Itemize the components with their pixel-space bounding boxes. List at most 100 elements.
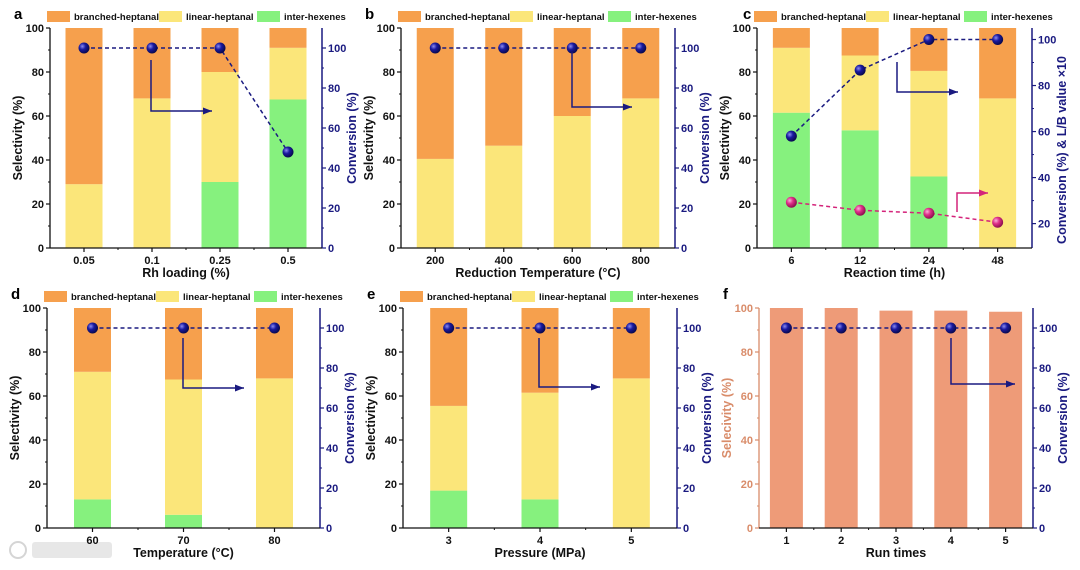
point-Conversion-0.5 bbox=[282, 146, 294, 158]
y2-tick-label: 20 bbox=[683, 483, 695, 495]
x-tick-label: 48 bbox=[992, 255, 1004, 267]
point-Conversion-1 bbox=[780, 322, 792, 334]
legend-swatch bbox=[510, 11, 533, 22]
y-tick-label: 40 bbox=[741, 435, 753, 447]
legend-label: branched-heptanal bbox=[427, 292, 512, 303]
panel-a: 0 20 40 60 80 100 0 20 40 60 80 100 0.05 0.1 0.25 0.5 Rh… bbox=[11, 6, 359, 280]
legend-item-inter-hexenes: inter-hexenes bbox=[254, 291, 343, 303]
arrowhead-icon bbox=[203, 107, 212, 115]
y2-tick-label: 100 bbox=[326, 323, 344, 335]
x-tick-label: 3 bbox=[893, 535, 899, 547]
y2-tick-label: 0 bbox=[1039, 523, 1045, 535]
bar-linear-heptanal-24 bbox=[910, 70, 948, 177]
y2-tick-label: 20 bbox=[1038, 219, 1050, 231]
x-axis-label: Rh loading (%) bbox=[142, 266, 230, 280]
bar-linear-heptanal-800 bbox=[622, 98, 660, 249]
y-axis-label: Selectivity (%) bbox=[364, 376, 378, 461]
bar-linear-heptanal-70 bbox=[165, 379, 202, 515]
y-tick-label: 80 bbox=[739, 67, 751, 79]
y-tick-label: 40 bbox=[385, 435, 397, 447]
axis-pointer-arrow-icon bbox=[182, 338, 244, 389]
legend-item-branched-heptanal: branched-heptanal bbox=[400, 291, 512, 303]
y-tick-label: 80 bbox=[383, 67, 395, 79]
bar-branched-heptanal-800 bbox=[622, 28, 660, 99]
y-tick-label: 60 bbox=[32, 111, 44, 123]
x-tick-label: 12 bbox=[854, 255, 866, 267]
arrowhead-icon bbox=[591, 383, 600, 391]
y2-tick-label: 0 bbox=[328, 243, 334, 255]
legend-swatch bbox=[608, 11, 631, 22]
y2-axis-label: Conversion (%) bbox=[700, 372, 714, 464]
legend-item-linear-heptanal: linear-heptanal bbox=[510, 11, 605, 23]
point-Conversion-4 bbox=[534, 322, 546, 334]
legend-label: linear-heptanal bbox=[183, 292, 251, 303]
bar-branched-heptanal-12 bbox=[841, 28, 879, 56]
bar-inter-hexenes-0.5 bbox=[269, 99, 307, 248]
y2-tick-label: 20 bbox=[328, 203, 340, 215]
point-L/B value ×10-12 bbox=[854, 204, 866, 216]
panel-c: 0 20 40 60 80 100 20 40 60 80 100 6 12 24 48 Reaction t… bbox=[718, 6, 1069, 280]
bar-linear-heptanal-5 bbox=[612, 378, 650, 528]
arrowhead-icon bbox=[235, 384, 244, 392]
arrowhead-icon bbox=[949, 88, 958, 96]
point-L/B value ×10-48 bbox=[992, 216, 1004, 228]
y2-tick-label: 40 bbox=[1038, 173, 1050, 185]
y2-tick-label: 20 bbox=[681, 203, 693, 215]
y2-tick-label: 60 bbox=[326, 403, 338, 415]
bar-branched-heptanal-4 bbox=[521, 308, 559, 393]
y-tick-label: 100 bbox=[26, 23, 44, 35]
point-Conversion-200 bbox=[429, 42, 441, 54]
panel-b: 0 20 40 60 80 100 0 20 40 60 80 100 200 400 600 800 Redu… bbox=[362, 6, 712, 280]
legend-item-branched-heptanal: branched-heptanal bbox=[47, 11, 159, 23]
bar-branched-heptanal-80 bbox=[256, 308, 293, 379]
y2-axis-label: Conversion (%) bbox=[343, 372, 357, 464]
y-tick-label: 80 bbox=[29, 347, 41, 359]
axes: 0 20 40 60 80 100 20 40 60 80 100 6 12 24 48 bbox=[733, 23, 1057, 267]
point-Conversion-6 bbox=[785, 130, 797, 142]
arrowhead-icon bbox=[979, 189, 988, 197]
y2-axis-label: Conversion (%) bbox=[698, 92, 712, 184]
legend-label: branched-heptanal bbox=[425, 12, 510, 23]
y2-tick-label: 40 bbox=[1039, 443, 1051, 455]
x-tick-label: 5 bbox=[1003, 535, 1009, 547]
y-tick-label: 80 bbox=[385, 347, 397, 359]
bar-linear-heptanal-400 bbox=[485, 145, 523, 248]
y2-tick-label: 0 bbox=[683, 523, 689, 535]
bar-branched-heptanal-0.1 bbox=[133, 28, 171, 99]
y2-tick-label: 80 bbox=[328, 83, 340, 95]
point-Conversion-4 bbox=[945, 322, 957, 334]
y2-tick-label: 60 bbox=[1039, 403, 1051, 415]
axes: 0 20 40 60 80 100 0 20 40 60 80 100 1 2 3 4 5 bbox=[735, 303, 1058, 547]
x-axis-label: Reaction time (h) bbox=[844, 266, 945, 280]
axes: 0 20 40 60 80 100 0 20 40 60 80 100 3 4 5 bbox=[379, 303, 702, 547]
bar-linear-heptanal-0.1 bbox=[133, 98, 171, 249]
y-tick-label: 40 bbox=[32, 155, 44, 167]
y2-tick-label: 80 bbox=[1038, 81, 1050, 93]
y2-tick-label: 40 bbox=[328, 163, 340, 175]
y-axis-label: Selecivity (%) bbox=[720, 378, 734, 459]
legend-swatch bbox=[754, 11, 777, 22]
y-tick-label: 60 bbox=[385, 391, 397, 403]
x-tick-label: 0.05 bbox=[73, 255, 94, 267]
bar-Selectivity-3 bbox=[879, 310, 913, 528]
axis-pointer-arrow-icon bbox=[950, 338, 1015, 385]
point-Conversion-800 bbox=[635, 42, 647, 54]
x-tick-label: 24 bbox=[923, 255, 936, 267]
legend-label: branched-heptanal bbox=[71, 292, 156, 303]
watermark-logo bbox=[9, 541, 112, 559]
y-tick-label: 80 bbox=[32, 67, 44, 79]
legend-swatch bbox=[866, 11, 889, 22]
y-tick-label: 0 bbox=[391, 523, 397, 535]
legend-item-inter-hexenes: inter-hexenes bbox=[257, 11, 346, 23]
y2-tick-label: 40 bbox=[683, 443, 695, 455]
panel-label: c bbox=[743, 6, 751, 23]
legend-swatch bbox=[257, 11, 280, 22]
x-tick-label: 0.5 bbox=[280, 255, 295, 267]
legend-item-linear-heptanal: linear-heptanal bbox=[512, 291, 607, 303]
bar-linear-heptanal-600 bbox=[553, 116, 591, 248]
legend-swatch bbox=[964, 11, 987, 22]
x-tick-label: 0.1 bbox=[144, 255, 159, 267]
axis-pointer-arrow-icon bbox=[956, 192, 988, 212]
y-axis-label: Selectivity (%) bbox=[11, 96, 25, 181]
x-tick-label: 3 bbox=[446, 535, 452, 547]
